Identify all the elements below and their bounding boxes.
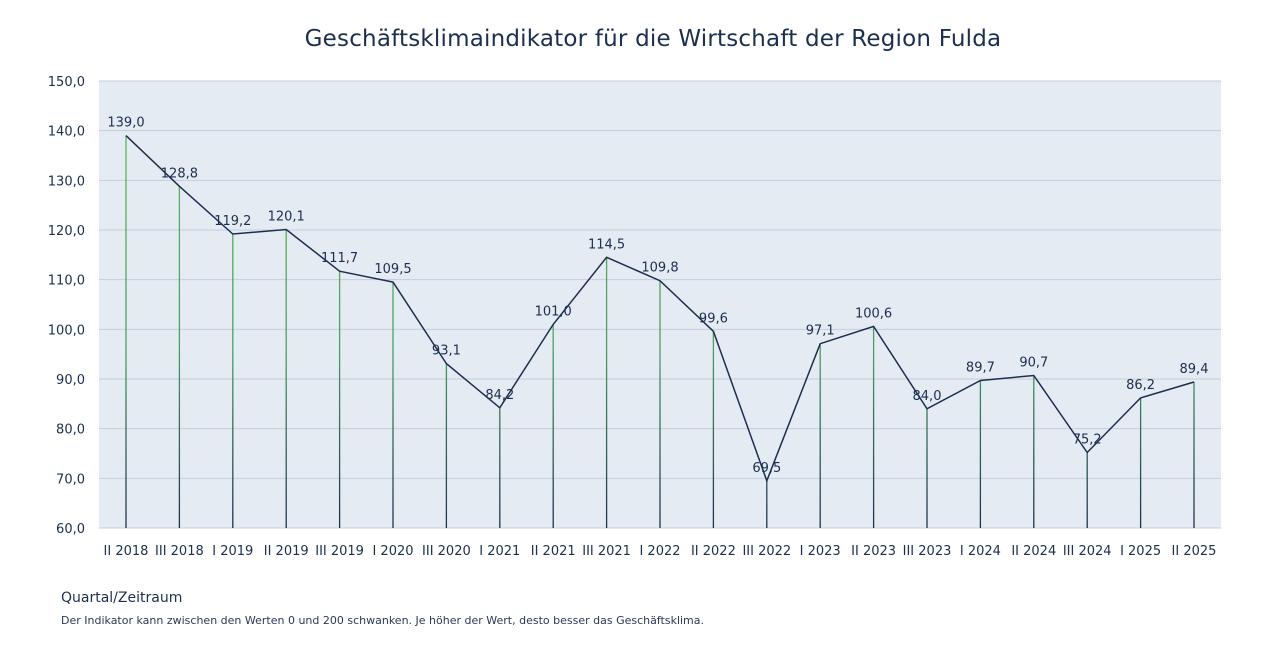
y-axis: 60,0 70,0 80,0 90,0 100,0 110,0 120,0 130,0 140,…	[48, 75, 85, 537]
x-tick-label: I 2019	[212, 544, 253, 559]
y-tick-label: 70,0	[56, 472, 85, 487]
y-tick-label: 120,0	[48, 224, 85, 239]
chart-title: Geschäftsklimaindikator für die Wirtscha…	[304, 26, 1002, 52]
x-tick-label: II 2019	[264, 544, 309, 559]
data-label: 139,0	[107, 116, 144, 131]
x-tick-label: II 2024	[1011, 544, 1056, 559]
y-tick-label: 130,0	[48, 174, 85, 189]
y-tick-label: 110,0	[48, 274, 85, 289]
data-label: 99,6	[699, 311, 728, 326]
drop-lines	[125, 135, 1195, 528]
x-tick-label: III 2021	[582, 544, 631, 559]
data-label: 89,7	[966, 360, 995, 375]
x-tick-label: II 2022	[691, 544, 736, 559]
x-tick-label: III 2018	[155, 544, 204, 559]
data-label: 119,2	[214, 214, 251, 229]
x-axis: II 2018 III 2018 I 2019 II 2019 III 2019 I 20…	[104, 544, 1217, 559]
series-line	[125, 135, 1195, 483]
x-tick-label: II 2023	[851, 544, 896, 559]
y-tick-label: 150,0	[48, 75, 85, 90]
footnote: Der Indikator kann zwischen den Werten 0…	[61, 614, 705, 627]
data-label: 114,5	[588, 237, 625, 252]
x-tick-label: III 2022	[742, 544, 791, 559]
x-tick-label: II 2018	[104, 544, 149, 559]
data-label: 97,1	[806, 324, 835, 339]
x-tick-label: I 2020	[372, 544, 413, 559]
data-label: 84,2	[485, 388, 514, 403]
data-label: 84,0	[913, 389, 942, 404]
x-tick-label: I 2022	[639, 544, 680, 559]
data-label: 101,0	[535, 304, 572, 319]
x-tick-label: II 2021	[531, 544, 576, 559]
x-tick-label: I 2023	[800, 544, 841, 559]
data-label: 93,1	[432, 344, 461, 359]
data-label: 100,6	[855, 306, 892, 321]
y-tick-label: 90,0	[56, 373, 85, 388]
y-tick-label: 140,0	[48, 125, 85, 140]
data-label: 86,2	[1126, 378, 1155, 393]
line-chart: 60,0 70,0 80,0 90,0 100,0 110,0 120,0 130,0 140,…	[48, 75, 1221, 559]
data-label: 109,8	[641, 261, 678, 276]
y-tick-label: 100,0	[48, 323, 85, 338]
data-label: 128,8	[161, 166, 198, 181]
data-label: 109,5	[374, 262, 411, 277]
data-labels: 139,0 128,8 119,2 120,1 111,7 109,5 93,1 84,2 10…	[107, 116, 1208, 476]
data-label: 90,7	[1019, 356, 1048, 371]
x-tick-label: III 2020	[422, 544, 471, 559]
y-tick-label: 60,0	[56, 522, 85, 537]
x-axis-title: Quartal/Zeitraum	[61, 590, 183, 606]
data-label: 89,4	[1180, 362, 1209, 377]
x-tick-label: III 2024	[1063, 544, 1112, 559]
x-tick-label: II 2025	[1172, 544, 1217, 559]
data-label: 75,2	[1073, 433, 1102, 448]
x-tick-label: I 2024	[960, 544, 1001, 559]
x-tick-label: III 2023	[903, 544, 952, 559]
data-label: 111,7	[321, 251, 358, 266]
x-tick-label: I 2025	[1120, 544, 1161, 559]
data-label: 69,5	[752, 461, 781, 476]
x-tick-label: I 2021	[479, 544, 520, 559]
data-label: 120,1	[268, 210, 305, 225]
y-tick-label: 80,0	[56, 423, 85, 438]
x-tick-label: III 2019	[315, 544, 364, 559]
